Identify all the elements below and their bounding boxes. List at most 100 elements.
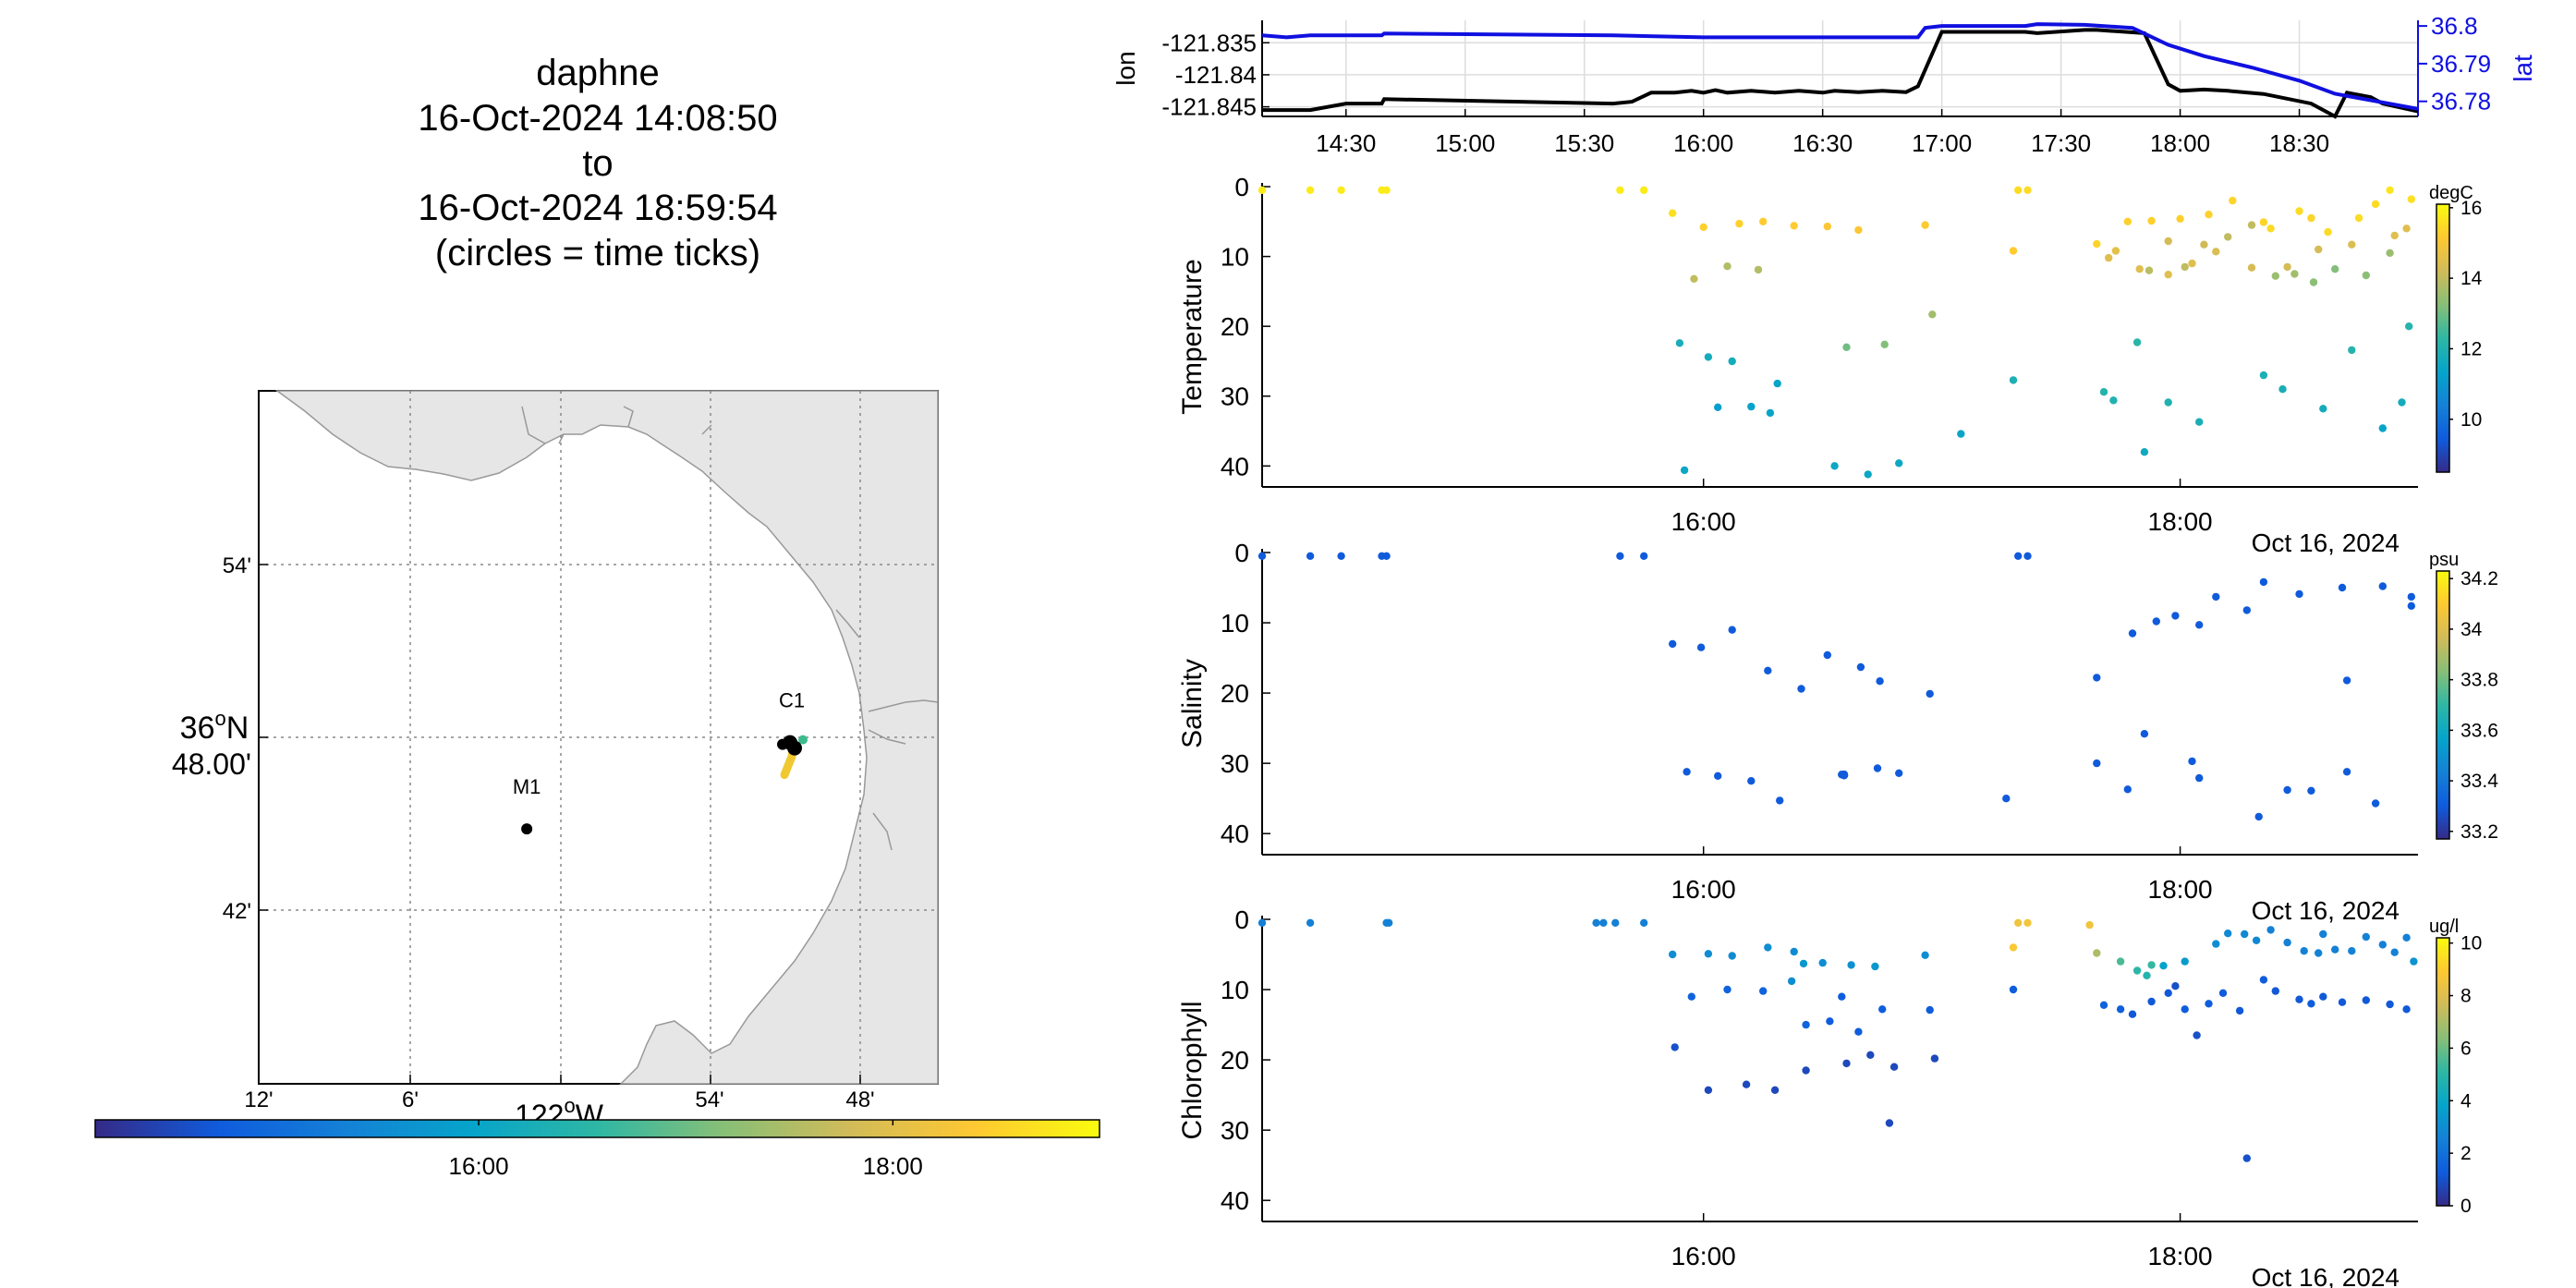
- colorbar-tick-label: 34.2: [2461, 568, 2498, 589]
- scatter-point: [1885, 1119, 1894, 1127]
- scatter-point: [2111, 247, 2120, 255]
- scatter-point: [2099, 388, 2108, 396]
- scatter-point: [1306, 186, 1315, 194]
- lat-y-tick-label: 36.79: [2431, 50, 2491, 78]
- scatter-point: [1599, 918, 1608, 927]
- time-colorbar-label: 18:00: [863, 1152, 923, 1180]
- scatter-point: [2143, 971, 2151, 980]
- lon-lat-panel: 14:30 15:00 15:30 16:00 16:30 17:00 17:30 18:00…: [1112, 12, 2537, 157]
- station-label-c1: C1: [779, 689, 805, 712]
- scatter-point: [2181, 262, 2189, 272]
- lat-axis-label: lat: [2509, 55, 2537, 82]
- scatter-point: [1759, 987, 1768, 995]
- station-marker-m1: [521, 823, 533, 835]
- scatter-point: [2164, 398, 2172, 407]
- scatter-point: [2331, 945, 2339, 954]
- lat-deg-number: 36: [180, 711, 215, 746]
- scatter-point: [1616, 552, 1624, 560]
- map-graticule: [259, 391, 938, 1084]
- scatter-point: [2386, 1000, 2394, 1009]
- scatter-point: [2205, 1000, 2213, 1008]
- time-colorbar: 16:00 18:00: [94, 1119, 1100, 1180]
- scatter-point: [2164, 237, 2172, 246]
- vehicle-track: [777, 735, 808, 780]
- scatter-point: [1830, 462, 1839, 470]
- scatter-point: [2123, 785, 2132, 794]
- scatter-point: [2093, 759, 2101, 768]
- scatter-point: [2123, 217, 2132, 225]
- scatter-point: [2093, 949, 2101, 957]
- colorbar-tick-label: 8: [2461, 986, 2472, 1007]
- scatter-point: [2348, 240, 2356, 249]
- scatter-point: [2171, 612, 2180, 620]
- colorbar-tick-label: 10: [2461, 933, 2482, 954]
- scatter-point: [1385, 918, 1393, 927]
- scatter-point: [1838, 992, 1846, 1001]
- scatter-point: [2324, 227, 2332, 237]
- scatter-point: [2348, 346, 2356, 355]
- scatter-point: [2342, 676, 2351, 685]
- scatter-point: [2271, 272, 2279, 280]
- scatter-point: [2009, 985, 2018, 994]
- scatter-point: [1842, 1059, 1851, 1068]
- scatter-point: [2147, 961, 2156, 969]
- panel-date-label: Oct 16, 2024: [2252, 1263, 2400, 1288]
- scatter-point: [1754, 265, 1763, 274]
- scatter-point: [1766, 408, 1775, 418]
- lonlat-x-tick-label: 15:00: [1435, 129, 1495, 157]
- scatter-point: [2300, 947, 2308, 955]
- panel-y-tick-label: 10: [1221, 243, 1249, 272]
- colorbar-tick-label: 33.8: [2461, 670, 2498, 691]
- scatter-point: [1675, 339, 1684, 347]
- scatter-point: [1759, 217, 1768, 225]
- scatter-point: [2128, 1010, 2137, 1018]
- lon-tick-12: 12': [244, 1088, 273, 1112]
- scatter-point: [2242, 606, 2251, 614]
- scatter-point: [2362, 932, 2370, 942]
- lat-hemisphere: N: [226, 711, 249, 746]
- scatter-point: [2023, 918, 2032, 927]
- title-line-4: 16-Oct-2024 18:59:54: [418, 188, 777, 228]
- scatter-point: [1640, 918, 1648, 927]
- panel-y-tick-label: 30: [1221, 749, 1249, 778]
- panel-y-axis-label: Temperature: [1177, 259, 1208, 414]
- lat-deg-label: 36oN: [180, 707, 249, 746]
- lat-tick-48: 48.00': [172, 747, 251, 781]
- scatter-point: [1773, 379, 1781, 388]
- scatter-point: [1728, 357, 1736, 366]
- scatter-point: [1842, 343, 1851, 351]
- lonlat-x-tick-label: 18:30: [2269, 129, 2329, 157]
- scatter-point: [2023, 552, 2032, 560]
- scatter-point: [1926, 1005, 1934, 1015]
- scatter-point: [2283, 262, 2291, 272]
- scatter-point: [1802, 1066, 1810, 1075]
- colorbar-tick-label: 10: [2461, 409, 2482, 431]
- scatter-point: [2195, 773, 2204, 783]
- scatter-point: [2338, 998, 2347, 1006]
- scatter-point: [2140, 730, 2149, 738]
- scatter-point: [1876, 677, 1884, 686]
- panel-x-tick-label: 18:00: [2148, 875, 2213, 904]
- scatter-point: [1790, 947, 1798, 956]
- scatter-point: [2371, 799, 2380, 808]
- scatter-point: [2224, 233, 2232, 241]
- lonlat-x-tick-label: 17:00: [1912, 129, 1972, 157]
- scatter-point: [2398, 398, 2406, 407]
- scatter-point: [2205, 211, 2213, 219]
- scatter-point: [1864, 470, 1872, 479]
- scatter-point: [1258, 918, 1267, 927]
- scatter-point: [2319, 992, 2327, 1001]
- scatter-point: [1854, 1027, 1863, 1036]
- scatter-point: [1616, 186, 1624, 194]
- colorbar-tick-label: 33.2: [2461, 821, 2498, 843]
- scatter-point: [1957, 430, 1965, 438]
- scatter-point: [1735, 219, 1744, 228]
- colorbar-tick-label: 16: [2461, 198, 2482, 219]
- scatter-point: [1770, 1086, 1780, 1095]
- scatter-point: [1921, 221, 1929, 229]
- scatter-point: [2224, 930, 2232, 938]
- scatter-point: [1895, 459, 1903, 468]
- scatter-point: [2386, 249, 2394, 257]
- lon-y-tick-label: -121.835: [1161, 29, 1257, 56]
